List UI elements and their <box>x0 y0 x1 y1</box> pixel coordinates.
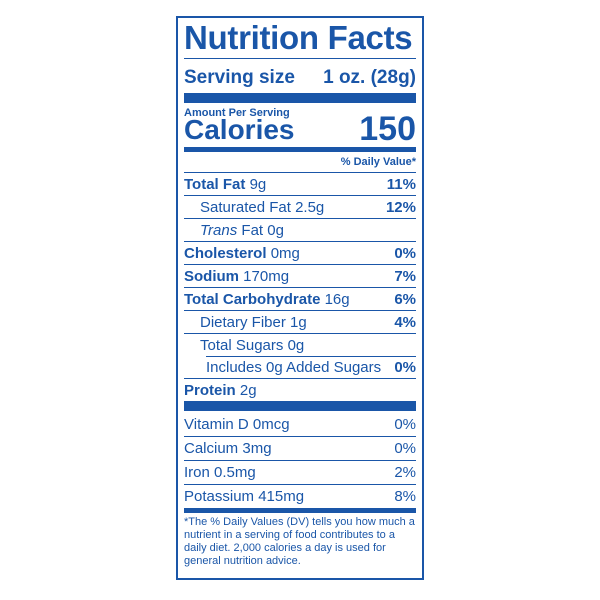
vitamin-amount: 0.5mg <box>214 464 256 481</box>
nutrient-amount: 1g <box>290 313 307 331</box>
protein-rule <box>184 401 416 411</box>
nutrient-name: Sodium <box>184 267 239 285</box>
nutrient-amount: 2.5g <box>295 198 325 216</box>
vitamin-row: Potassium 415mg 8% <box>184 484 416 508</box>
title-rule <box>184 58 416 59</box>
nutrient-dv: 0% <box>394 359 416 376</box>
amount-per-serving: Amount Per Serving <box>184 107 290 119</box>
nutrient-dv: 11% <box>386 175 416 193</box>
nutrient-row-dietary-fiber: Dietary Fiber 1g 4% <box>184 310 416 333</box>
vitamin-name: Potassium <box>184 488 255 505</box>
nutrient-row-added-sugars: Includes 0g Added Sugars 0% <box>184 355 416 378</box>
nutrient-dv: 6% <box>394 290 416 308</box>
vitamin-name: Calcium <box>184 440 239 457</box>
nutrient-amount: 16g <box>324 290 350 308</box>
vitamin-dv: 8% <box>394 488 416 505</box>
nutrient-amount: 0mg <box>270 244 300 262</box>
footnote-rule <box>184 508 416 513</box>
vitamin-amount: 3mg <box>242 440 272 457</box>
nutrient-dv: 7% <box>394 267 416 285</box>
nutrient-name: Total Carbohydrate <box>184 290 321 308</box>
nutrient-dv: 12% <box>385 198 416 216</box>
nutrient-name: Includes 0g Added Sugars <box>206 359 382 376</box>
nutrient-dv: 4% <box>394 313 416 331</box>
nutrient-name: Fat <box>241 221 264 239</box>
vitamin-amount: 415mg <box>258 488 305 505</box>
serving-rule <box>184 93 416 103</box>
nutrient-row-cholesterol: Cholesterol 0mg 0% <box>184 241 416 264</box>
vitamin-row: Calcium 3mg 0% <box>184 436 416 460</box>
vitamin-dv: 0% <box>394 440 416 457</box>
nutrient-row-sodium: Sodium 170mg 7% <box>184 264 416 287</box>
nutrient-name: Total Fat <box>184 175 246 193</box>
footnote: *The % Daily Values (DV) tells you how m… <box>184 516 415 567</box>
nutrient-name-italic: Trans <box>200 221 238 239</box>
vitamin-dv: 2% <box>394 464 416 481</box>
nutrient-amount: 0g <box>267 221 284 239</box>
nutrient-name: Protein <box>184 381 236 399</box>
nutrient-name: Total Sugars <box>200 336 284 354</box>
nutrition-facts-label: Nutrition Facts Serving size 1 oz. (28g)… <box>176 16 424 580</box>
nutrient-amount: 0g <box>287 336 305 354</box>
vitamin-row: Iron 0.5mg 2% <box>184 460 416 484</box>
vitamin-name: Iron <box>184 464 210 481</box>
nutrient-row-total-fat: Total Fat 9g 11% <box>184 172 416 195</box>
nutrient-row-total-sugars: Total Sugars 0g <box>184 333 416 356</box>
nutrient-name: Cholesterol <box>184 244 267 262</box>
serving-size-value: 1 oz. (28g) <box>323 67 416 88</box>
nutrient-name: Dietary Fiber <box>200 313 286 331</box>
daily-value-header: % Daily Value* <box>340 156 416 168</box>
serving-size-label: Serving size <box>184 67 295 88</box>
nutrient-row-saturated-fat: Saturated Fat 2.5g 12% <box>184 195 416 218</box>
nutrient-name: Saturated Fat <box>200 198 291 216</box>
vitamin-name: Vitamin D <box>184 416 249 433</box>
vitamin-row: Vitamin D 0mcg 0% <box>184 413 416 436</box>
nutrient-row-total-carbohydrate: Total Carbohydrate 16g 6% <box>184 287 416 310</box>
nutrient-amount: 170mg <box>243 267 290 285</box>
serving-size-row: Serving size 1 oz. (28g) <box>184 63 416 93</box>
calories-rule <box>184 147 416 152</box>
nutrient-amount: 2g <box>239 381 257 399</box>
nutrient-dv: 0% <box>394 244 416 262</box>
vitamin-amount: 0mcg <box>252 416 290 433</box>
vitamin-dv: 0% <box>394 416 416 433</box>
vitamins-list: Vitamin D 0mcg 0% Calcium 3mg 0% Iron 0.… <box>184 413 416 508</box>
nutrient-row-protein: Protein 2g <box>184 378 416 401</box>
nutrient-row-trans-fat: Trans Fat 0g <box>184 218 416 241</box>
calories-label: Calories <box>184 114 295 145</box>
nutrient-amount: 9g <box>249 175 267 193</box>
label-title: Nutrition Facts <box>184 19 413 56</box>
calories-value: 150 <box>359 110 416 148</box>
calories-row: Calories 150 <box>184 110 416 148</box>
